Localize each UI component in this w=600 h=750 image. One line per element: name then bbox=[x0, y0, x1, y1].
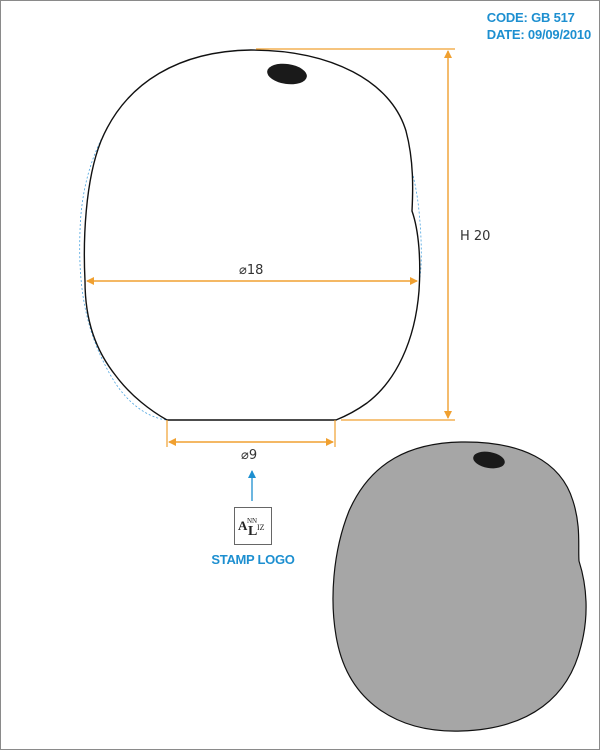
drawing-date: DATE: 09/09/2010 bbox=[486, 27, 591, 42]
bead-shaded-view bbox=[332, 441, 587, 732]
stamp-caption: STAMP LOGO bbox=[211, 552, 295, 567]
bead-hole bbox=[267, 63, 307, 85]
height-label: H 20 bbox=[460, 229, 491, 244]
header-info: CODE: GB 517 DATE: 09/09/2010 bbox=[487, 9, 591, 43]
diameter-label: ⌀18 bbox=[239, 263, 264, 278]
product-code: CODE: GB 517 bbox=[486, 10, 575, 25]
svg-text:IZ: IZ bbox=[257, 523, 265, 532]
svg-text:L: L bbox=[248, 524, 257, 539]
annliz-logo-icon: A NN L IZ bbox=[238, 517, 265, 539]
svg-text:A: A bbox=[238, 518, 248, 533]
base-diameter-label: ⌀9 bbox=[241, 448, 258, 463]
bead-outline bbox=[83, 49, 421, 421]
bead-shaded-hole bbox=[473, 451, 505, 469]
stamp-logo: A NN L IZ bbox=[234, 507, 272, 545]
svg-text:NN: NN bbox=[247, 517, 257, 525]
